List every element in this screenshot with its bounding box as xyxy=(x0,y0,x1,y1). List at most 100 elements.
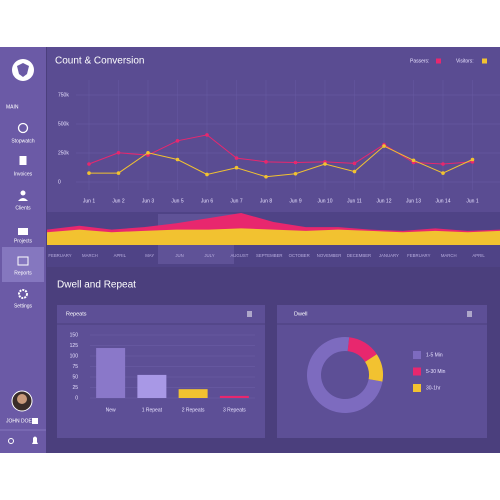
x-tick-label: Jun 7 xyxy=(230,198,242,204)
nav-item[interactable]: Reports xyxy=(14,270,32,276)
legend-swatch xyxy=(413,367,421,376)
point xyxy=(293,171,298,176)
x-tick-label: Jun 1 xyxy=(466,198,478,204)
point xyxy=(264,174,268,179)
month-label: OCTOBER xyxy=(289,253,310,258)
month-label: NOVEMBER xyxy=(317,253,342,258)
donut-segment xyxy=(365,354,383,382)
point xyxy=(234,165,239,170)
nav-item[interactable]: Invoices xyxy=(14,171,33,177)
bar xyxy=(219,395,249,398)
month-label: JUN xyxy=(175,253,183,258)
point xyxy=(87,171,91,175)
bell-icon[interactable] xyxy=(32,436,38,445)
month-label: JANUARY xyxy=(379,253,399,258)
x-tick-label: 2 Repeats xyxy=(182,407,205,413)
month-label: MARCH xyxy=(441,253,457,258)
point xyxy=(175,139,180,143)
x-tick-label: Jun 11 xyxy=(347,198,362,204)
panel-menu[interactable] xyxy=(467,311,472,317)
point xyxy=(87,162,91,166)
point xyxy=(470,157,475,162)
y-tick-label: 0 xyxy=(58,179,61,185)
x-tick-label: Jun 13 xyxy=(406,198,421,204)
line xyxy=(88,134,473,165)
month-label: JULY xyxy=(204,253,214,258)
y-tick-label: 25 xyxy=(72,385,78,391)
section-title: Dwell and Repeat xyxy=(57,280,136,291)
donut-segment xyxy=(347,337,377,362)
repeats-panel xyxy=(57,305,265,438)
point xyxy=(382,144,386,148)
month-label: MAY xyxy=(145,253,154,258)
x-tick-label: Jun 5 xyxy=(171,198,183,204)
search-icon[interactable] xyxy=(8,438,14,444)
x-tick-label: Jun 12 xyxy=(376,198,391,204)
y-tick-label: 250k xyxy=(58,150,69,156)
line xyxy=(89,145,473,178)
user-menu[interactable] xyxy=(32,418,38,424)
area xyxy=(47,228,500,245)
avatar-face xyxy=(17,394,27,404)
point xyxy=(116,150,121,155)
point xyxy=(352,169,357,174)
point xyxy=(264,160,268,164)
panel-title: Dwell xyxy=(294,311,307,317)
legend-label: 30-1hr xyxy=(426,385,441,391)
point xyxy=(441,162,445,166)
bar xyxy=(137,374,167,398)
x-tick-label: Jun 9 xyxy=(289,198,301,204)
y-tick-label: 50 xyxy=(72,374,78,380)
legend-label: Passers: xyxy=(410,58,429,64)
nav-item[interactable]: Clients xyxy=(15,205,31,211)
y-tick-label: 75 xyxy=(72,364,78,370)
month-label: APRIL xyxy=(472,253,485,258)
x-tick-label: Jun 1 xyxy=(83,198,95,204)
y-tick-label: 500k xyxy=(58,121,69,127)
x-tick-label: 3 Repeats xyxy=(223,407,246,413)
clients-icon[interactable] xyxy=(20,190,26,196)
invoices-icon[interactable] xyxy=(19,156,27,165)
nav-item[interactable]: Settings xyxy=(14,303,33,309)
stopwatch-icon[interactable] xyxy=(17,122,29,134)
point xyxy=(116,171,121,175)
month-label: AUGUST xyxy=(230,253,248,258)
reports-icon[interactable] xyxy=(17,256,29,266)
user-name: JOHN DOE xyxy=(6,418,33,424)
point xyxy=(352,161,357,166)
x-tick-label: Jun 3 xyxy=(142,198,154,204)
legend-label: 5-30 Min xyxy=(426,369,446,375)
x-tick-label: Jun 2 xyxy=(112,198,124,204)
donut-segment xyxy=(306,337,383,413)
legend-swatch xyxy=(413,384,421,392)
section-label: MAIN xyxy=(6,104,19,110)
x-tick-label: Jun 6 xyxy=(201,198,213,204)
y-tick-label: 100 xyxy=(70,353,79,359)
x-tick-label: 1 Repeat xyxy=(142,407,163,413)
month-label: MARCH xyxy=(82,253,98,258)
month-label: SEPTEMBER xyxy=(256,253,283,258)
point xyxy=(205,133,209,137)
y-tick-label: 125 xyxy=(70,343,79,349)
point xyxy=(293,160,298,165)
nav-item[interactable]: Projects xyxy=(14,238,33,244)
point xyxy=(146,150,150,155)
projects-icon[interactable] xyxy=(18,228,28,235)
point xyxy=(175,157,180,162)
y-tick-label: 0 xyxy=(75,395,78,401)
top-panel xyxy=(47,47,500,212)
nav-item[interactable]: Stopwatch xyxy=(11,138,35,144)
month-label: FEBRUARY xyxy=(48,253,71,258)
logo-mark xyxy=(17,63,29,77)
page-title: Count & Conversion xyxy=(55,56,145,67)
panel-menu[interactable] xyxy=(247,311,252,317)
x-tick-label: Jun 10 xyxy=(317,198,332,204)
month-label: DECEMBER xyxy=(347,253,371,258)
month-label: APRIL xyxy=(114,253,127,258)
settings-icon[interactable] xyxy=(18,289,28,299)
x-tick-label: Jun 8 xyxy=(260,198,272,204)
legend-label: Visitors: xyxy=(456,58,474,64)
x-tick-label: Jun 14 xyxy=(435,198,450,204)
month-label: FEBRUARY xyxy=(407,253,430,258)
